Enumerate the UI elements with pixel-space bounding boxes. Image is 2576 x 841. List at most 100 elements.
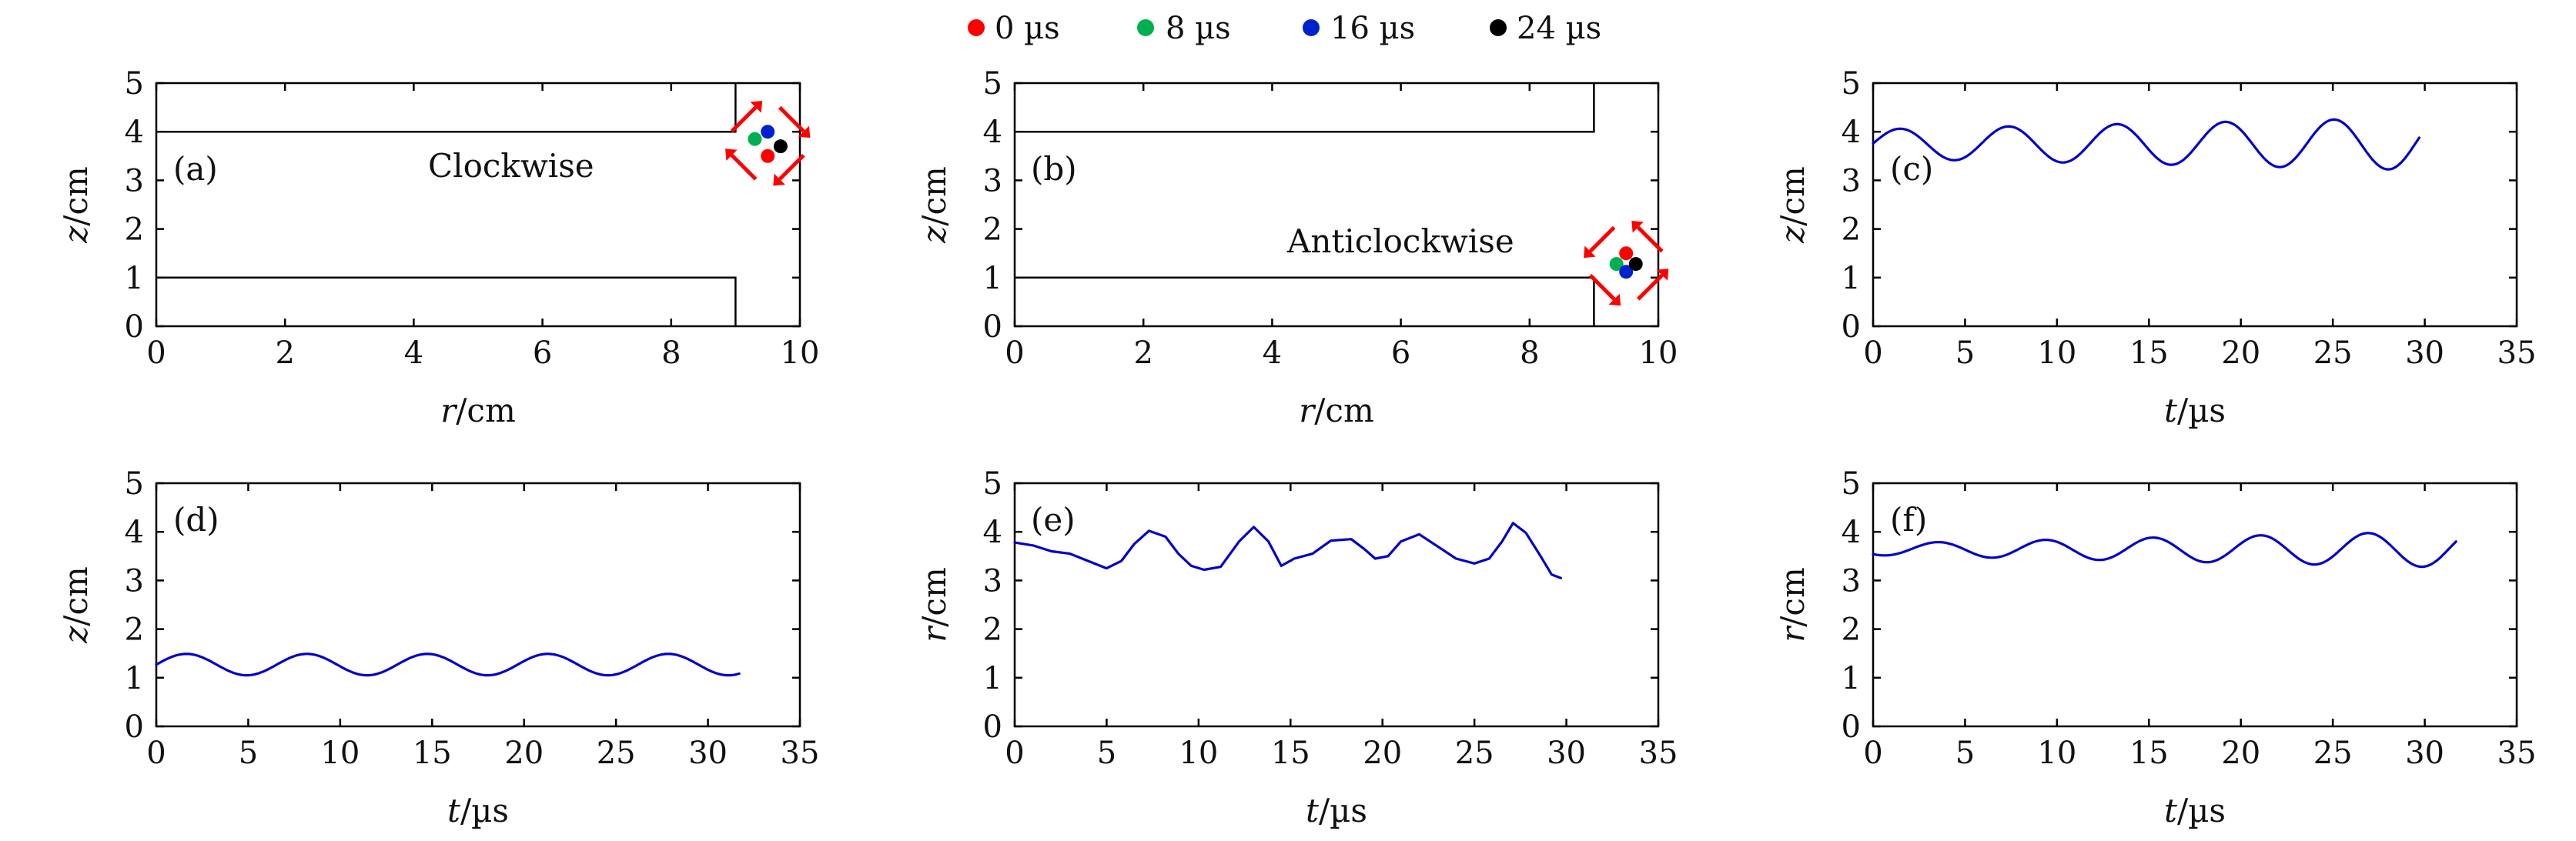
upper-channel-wall <box>156 83 737 133</box>
y-tick-label: 2 <box>983 612 1002 648</box>
x-tick-label: 25 <box>597 736 636 771</box>
y-axis-label: z/cm <box>915 166 953 244</box>
legend-label-0: 0 µs <box>995 11 1060 46</box>
y-tick-label: 5 <box>983 466 1002 502</box>
legend-label-1: 8 µs <box>1166 11 1231 46</box>
y-tick-label: 4 <box>1842 515 1861 550</box>
x-axis-label: t/µs <box>2164 392 2226 429</box>
y-tick-label: 0 <box>983 709 1002 745</box>
panel-b: (b) Anticlockwise 0 2 4 6 8 10 0 1 2 3 4 5 r/cm z/cm <box>915 66 1678 429</box>
y-axis-label: r/cm <box>915 567 953 642</box>
x-tick-label: 2 <box>275 335 294 371</box>
x-tick-label: 0 <box>1005 736 1024 771</box>
y-tick-label: 0 <box>1842 709 1861 745</box>
rotation-arrow <box>778 153 805 181</box>
y-axis-label: z/cm <box>57 566 95 644</box>
x-axis-label: r/cm <box>1299 392 1374 429</box>
rotation-arrowhead <box>1608 293 1621 306</box>
y-tick-label: 3 <box>1842 563 1861 599</box>
y-tick-label: 5 <box>1842 66 1861 102</box>
x-tick-label: 30 <box>1547 736 1586 771</box>
y-tick-label: 3 <box>125 563 144 599</box>
x-tick-label: 35 <box>781 736 820 771</box>
x-tick-label: 25 <box>2313 335 2353 371</box>
x-tick-label: 20 <box>1363 736 1402 771</box>
panel-b-label: (b) <box>1031 150 1077 188</box>
panel-f-label: (f) <box>1890 501 1927 539</box>
x-tick-label: 30 <box>688 736 728 771</box>
x-tick-label: 10 <box>2037 335 2076 371</box>
rotation-arrow <box>1588 225 1616 253</box>
y-tick-label: 5 <box>125 66 144 102</box>
y-tick-label: 1 <box>983 661 1002 696</box>
x-tick-label: 0 <box>146 335 166 371</box>
x-tick-label: 30 <box>2405 335 2444 371</box>
x-tick-label: 0 <box>1863 335 1882 371</box>
y-tick-label: 4 <box>125 515 144 550</box>
panel-e-frame <box>1013 482 1660 728</box>
x-axis-label: t/µs <box>447 792 509 829</box>
panel-a-frame <box>155 82 801 328</box>
rotation-arrowhead <box>798 125 811 138</box>
legend-marker-0 <box>968 19 985 36</box>
x-tick-label: 20 <box>2221 736 2260 771</box>
x-tick-label: 15 <box>413 736 452 771</box>
rotation-arrow <box>730 153 758 181</box>
x-axis-label: t/µs <box>1306 792 1367 829</box>
x-tick-label: 5 <box>1955 736 1975 771</box>
y-tick-label: 3 <box>125 163 144 199</box>
rotation-arrow <box>1636 225 1664 253</box>
x-tick-label: 10 <box>781 335 820 371</box>
x-tick-label: 35 <box>2497 335 2537 371</box>
trajectory-point <box>761 125 775 139</box>
y-tick-label: 2 <box>1842 212 1861 248</box>
x-tick-label: 25 <box>1455 736 1494 771</box>
x-axis-label: r/cm <box>440 392 516 429</box>
trajectory-point <box>1619 246 1634 261</box>
rotation-arrow <box>1588 273 1616 301</box>
legend-marker-3 <box>1490 19 1507 36</box>
rotation-arrowhead <box>1656 269 1669 281</box>
panel-c: (c) 0 5 10 15 20 25 30 35 0 1 2 3 4 5 t/µs z/cm <box>1774 66 2536 429</box>
x-tick-label: 15 <box>1271 736 1310 771</box>
y-tick-label: 5 <box>983 66 1002 102</box>
x-tick-label: 4 <box>404 335 423 371</box>
x-tick-label: 5 <box>1955 335 1975 371</box>
panel-a-annotation: Clockwise <box>428 147 594 185</box>
series-line <box>1872 532 2457 569</box>
y-tick-label: 2 <box>125 212 144 248</box>
panel-c-frame <box>1872 82 2518 328</box>
y-tick-label: 4 <box>125 115 144 150</box>
y-tick-label: 2 <box>983 212 1002 248</box>
y-tick-label: 4 <box>983 515 1002 550</box>
series-line <box>1013 522 1562 579</box>
panel-b-annotation: Anticlockwise <box>1286 222 1514 260</box>
x-tick-label: 15 <box>2129 335 2169 371</box>
rotation-arrowhead <box>750 101 763 113</box>
x-tick-label: 0 <box>146 736 166 771</box>
series-line <box>155 652 741 677</box>
legend-marker-1 <box>1137 19 1154 36</box>
x-tick-label: 10 <box>320 736 360 771</box>
trajectory-point <box>1609 257 1624 272</box>
y-tick-label: 3 <box>1842 163 1861 199</box>
legend-label-2: 16 µs <box>1330 11 1415 46</box>
legend-label-3: 24 µs <box>1517 11 1601 46</box>
y-tick-label: 1 <box>125 261 144 296</box>
panel-e-label: (e) <box>1031 501 1076 539</box>
y-tick-label: 3 <box>983 563 1002 599</box>
panel-b-frame <box>1013 82 1660 328</box>
panel-f-frame <box>1872 482 2518 728</box>
panel-a: (a) Clockwise 0 2 4 6 8 10 0 1 2 3 4 5 r/cm z/cm <box>57 66 819 429</box>
lower-channel-wall <box>1015 276 1595 326</box>
y-tick-label: 3 <box>983 163 1002 199</box>
x-tick-label: 20 <box>504 736 544 771</box>
y-tick-label: 1 <box>125 661 144 696</box>
legend-marker-2 <box>1303 19 1320 36</box>
y-tick-label: 0 <box>983 309 1002 345</box>
x-tick-label: 15 <box>2129 736 2169 771</box>
y-tick-label: 4 <box>1842 115 1861 150</box>
x-tick-label: 6 <box>1391 335 1410 371</box>
y-tick-label: 5 <box>125 466 144 502</box>
trajectory-point <box>1628 257 1643 272</box>
